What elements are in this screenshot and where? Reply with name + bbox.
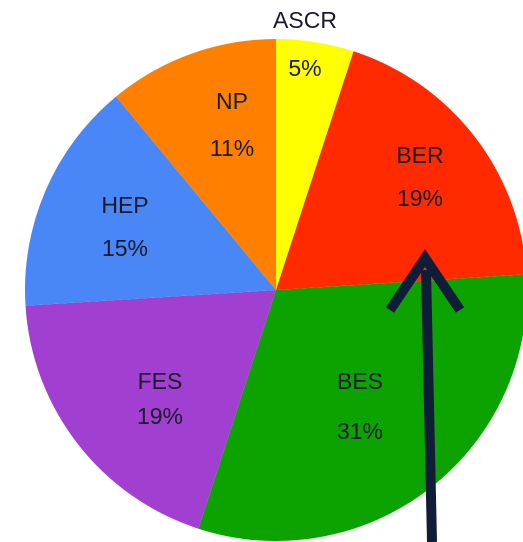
slice-name: BER [396,142,443,168]
pie-slice [116,39,276,290]
pie-slice [25,290,277,529]
slice-value-label: 11% [210,135,254,161]
pie-slice [276,51,523,290]
slice-name: HEP [101,192,148,218]
slice-name: NP [216,88,248,114]
arrow [385,249,465,542]
slice-value-label: 19% [397,185,443,211]
slice-name: ASCR [273,7,337,33]
arrow-shaft [421,269,437,542]
pie-slice [198,274,523,541]
slice-name: FES [138,368,183,394]
pie-slice [276,39,354,290]
slice-value-label: 15% [102,235,148,261]
pie-slice [24,96,276,306]
pie [24,39,523,541]
labels: ASCR 5% BER 19% BES 31% FES 19% HEP 15% NP 11% [101,7,443,444]
slice-name: BES [337,368,383,394]
slice-value-label: 5% [288,55,321,81]
slice-value-label: 19% [137,403,183,429]
slice-value-label: 31% [337,418,383,444]
arrow-head [385,249,465,313]
